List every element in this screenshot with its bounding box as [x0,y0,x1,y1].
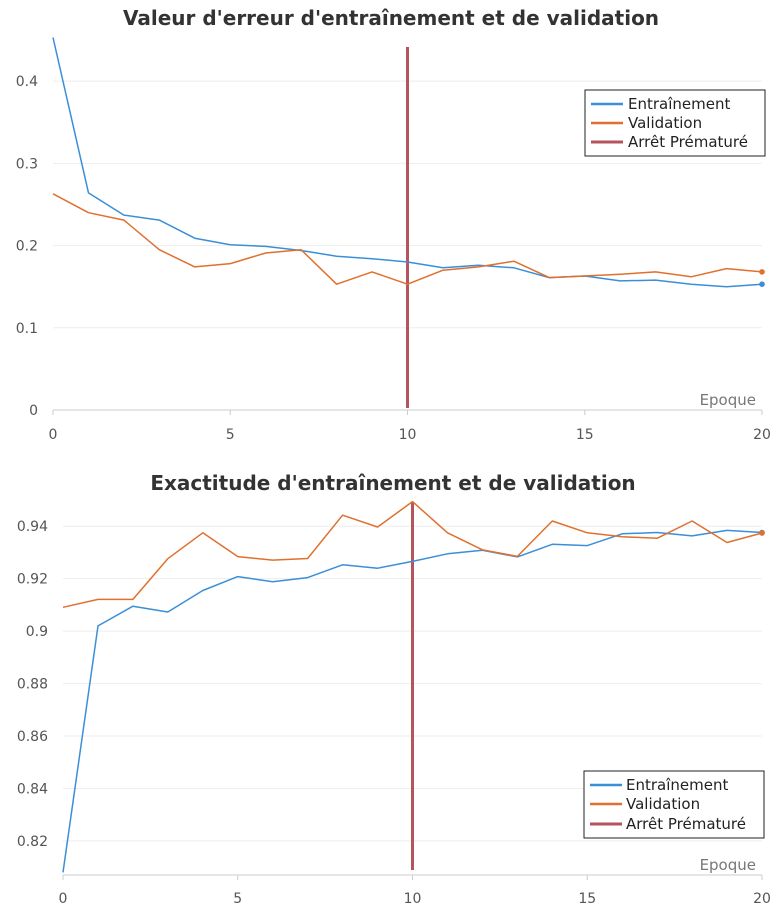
y-tick-label: 0.3 [16,156,38,172]
legend-label-validation: Validation [626,795,700,813]
accuracy-x-axis-label: Epoque [700,856,756,874]
x-tick-label: 0 [59,891,68,907]
legend-label-validation: Validation [628,114,702,132]
loss-x-axis-label: Epoque [700,391,756,409]
y-tick-label: 0.4 [16,74,38,90]
loss-chart-title: Valeur d'erreur d'entraînement et de val… [123,6,659,30]
x-tick-label: 0 [49,427,58,443]
y-tick-label: 0 [29,403,38,419]
validation-last-point [759,269,765,275]
validation-last-point [759,530,765,536]
x-tick-label: 10 [399,427,417,443]
x-tick-label: 20 [753,427,771,443]
x-tick-label: 15 [578,891,596,907]
y-tick-label: 0.94 [17,519,48,535]
y-tick-label: 0.9 [26,624,48,640]
train-last-point [759,281,765,288]
legend-label-train: Entraînement [626,776,728,794]
y-tick-label: 0.82 [17,834,48,850]
y-tick-label: 0.88 [17,677,48,693]
legend-label-early-stop: Arrêt Prématuré [628,133,748,151]
x-tick-label: 10 [404,891,422,907]
x-tick-label: 5 [226,427,235,443]
x-tick-label: 20 [753,891,771,907]
x-tick-label: 5 [233,891,242,907]
y-tick-label: 0.84 [17,781,48,797]
loss-legend: Entraînement Validation Arrêt Prématuré [584,89,766,157]
accuracy-legend: Entraînement Validation Arrêt Prématuré [583,770,765,839]
accuracy-chart: Exactitude d'entraînement et de validati… [17,471,771,907]
validation-series-line [62,500,763,609]
validation-series-line [52,193,763,285]
train-series-line [62,529,763,873]
loss-chart: Valeur d'erreur d'entraînement et de val… [16,6,771,443]
y-tick-label: 0.92 [17,572,48,588]
legend-label-train: Entraînement [628,95,730,113]
y-tick-label: 0.86 [17,729,48,745]
x-tick-label: 15 [576,427,594,443]
accuracy-chart-title: Exactitude d'entraînement et de validati… [150,471,635,495]
legend-label-early-stop: Arrêt Prématuré [626,815,746,833]
y-tick-label: 0.2 [16,239,38,255]
y-tick-label: 0.1 [16,321,38,337]
train-series-line [52,37,763,288]
